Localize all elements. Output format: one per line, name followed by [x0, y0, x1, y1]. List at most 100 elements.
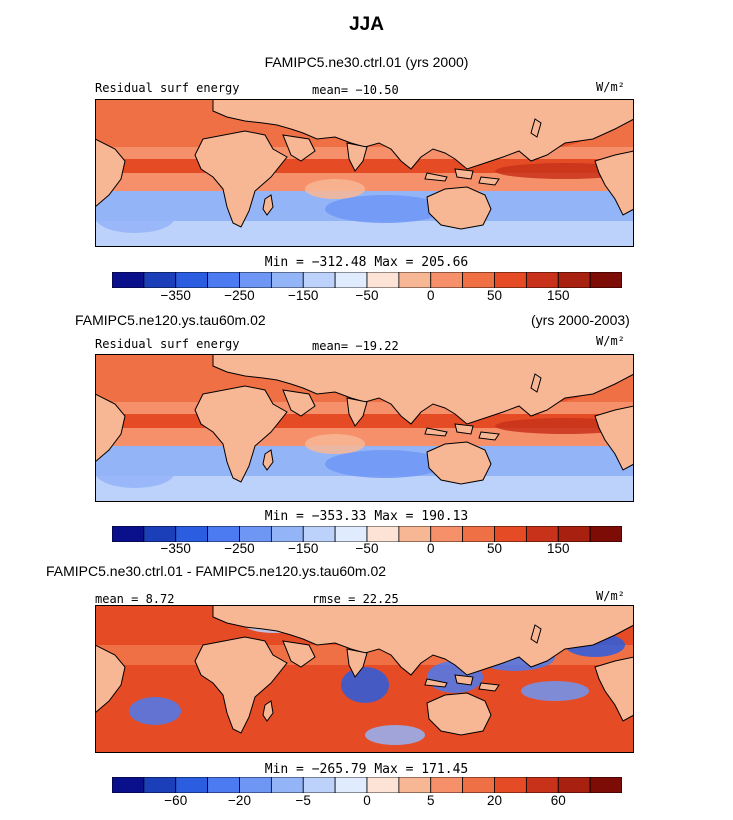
colorbar-tick-label: −350: [160, 288, 191, 303]
map-frame: [95, 354, 634, 502]
coastline: [454, 168, 474, 180]
coastline: [212, 99, 634, 170]
colorbar-swatch: [112, 272, 145, 288]
map-band: [95, 476, 634, 502]
colorbar-swatch: [462, 272, 495, 288]
colorbar-swatch: [302, 526, 336, 542]
coastline: [95, 138, 126, 208]
coastline: [262, 700, 274, 722]
colorbar-swatch: [270, 526, 304, 542]
panel1-mean-label: mean= −10.50: [312, 83, 399, 97]
coastline: [194, 130, 288, 228]
coastline: [594, 150, 634, 216]
panel1-units-label: W/m²: [596, 80, 625, 94]
panel1-case-label: FAMIPC5.ne30.ctrl.01 (yrs 2000): [264, 54, 469, 70]
coastline: [346, 397, 368, 427]
coastline: [194, 385, 288, 483]
colorbar-tick-label: −350: [160, 541, 191, 556]
colorbar-swatch: [589, 526, 622, 542]
map-feature: [341, 667, 389, 703]
colorbar-swatch: [366, 526, 400, 542]
coastline: [478, 431, 500, 441]
coastline: [282, 640, 316, 668]
colorbar-tick-label: −150: [288, 288, 319, 303]
panel3-rmse-label: rmse = 22.25: [312, 592, 399, 606]
colorbar-swatch: [334, 526, 368, 542]
coastline: [282, 134, 316, 162]
colorbar-swatch: [143, 777, 177, 793]
colorbar-tick-label: −50: [355, 541, 379, 556]
colorbar-tick-label: 5: [426, 793, 435, 808]
map-feature: [95, 201, 175, 233]
colorbar-tick-label: 50: [486, 541, 503, 556]
panel3-min-max: Min = −265.79 Max = 171.45: [264, 762, 469, 777]
coastline: [346, 142, 368, 172]
panel1-colorbar-ticks: −350 −250 −150 −50 0 50 150: [112, 288, 622, 306]
panel1-map: [95, 99, 634, 247]
figure-title: JJA: [349, 14, 384, 35]
colorbar-swatch: [398, 272, 432, 288]
colorbar-swatch: [175, 777, 209, 793]
panel2-case-label-right: (yrs 2000-2003): [531, 312, 630, 328]
coastline: [530, 373, 542, 393]
coastline: [212, 605, 634, 676]
panel3-map: [95, 605, 634, 753]
coastline: [424, 427, 448, 437]
colorbar-swatch: [175, 526, 209, 542]
colorbar-swatch: [143, 526, 177, 542]
map-feature: [325, 450, 445, 478]
colorbar-swatch: [207, 272, 240, 288]
panel3-colorbar: [112, 777, 622, 793]
panel2-case-label-left: FAMIPC5.ne120.ys.tau60m.02: [75, 312, 266, 328]
colorbar-tick-label: 60: [550, 793, 566, 808]
colorbar-swatch: [366, 777, 400, 793]
colorbar-swatch: [334, 272, 368, 288]
colorbar-swatch: [112, 526, 145, 542]
colorbar-swatch: [143, 272, 177, 288]
colorbar-tick-label: 150: [546, 541, 570, 556]
colorbar-tick-label: −5: [295, 793, 311, 808]
colorbar-swatch: [494, 526, 527, 542]
map-frame: [95, 605, 634, 753]
colorbar-swatch: [462, 777, 495, 793]
coastline: [454, 674, 474, 686]
panel2-min-max: Min = −353.33 Max = 190.13: [264, 509, 469, 524]
colorbar-swatch: [207, 777, 240, 793]
coastline: [478, 682, 500, 692]
coastline: [95, 644, 126, 714]
panel3-case-label: FAMIPC5.ne30.ctrl.01 - FAMIPC5.ne120.ys.…: [46, 563, 387, 579]
map-feature: [305, 179, 365, 199]
map-feature: [129, 697, 181, 725]
coastline: [212, 354, 634, 425]
colorbar-swatch: [430, 526, 464, 542]
colorbar-swatch: [366, 272, 400, 288]
colorbar-swatch: [462, 526, 495, 542]
colorbar-swatch: [525, 777, 559, 793]
colorbar-tick-label: 0: [363, 793, 371, 808]
colorbar-swatch: [525, 272, 559, 288]
colorbar-tick-label: −20: [228, 793, 251, 808]
colorbar-tick-label: −250: [224, 288, 255, 303]
colorbar-swatch: [239, 777, 272, 793]
coastline: [530, 624, 542, 644]
map-feature: [521, 681, 589, 701]
coastline: [478, 176, 500, 186]
colorbar-swatch: [398, 777, 432, 793]
colorbar-tick-label: −250: [224, 541, 255, 556]
coastline: [426, 186, 492, 230]
colorbar-swatch: [175, 272, 209, 288]
colorbar-swatch: [589, 777, 622, 793]
colorbar-swatch: [334, 777, 368, 793]
panel3-colorbar-ticks: −60 −20 −5 0 5 20 60: [112, 793, 622, 811]
colorbar-tick-label: −150: [288, 541, 319, 556]
panel3-units-label: W/m²: [596, 589, 625, 603]
colorbar-swatch: [239, 272, 272, 288]
colorbar-tick-label: 50: [486, 288, 503, 303]
panel2-units-label: W/m²: [596, 334, 625, 348]
colorbar-swatch: [112, 777, 145, 793]
panel2-colorbar: [112, 526, 622, 542]
map-feature: [95, 456, 175, 488]
colorbar-swatch: [270, 777, 304, 793]
coastline: [424, 172, 448, 182]
coastline: [262, 194, 274, 216]
